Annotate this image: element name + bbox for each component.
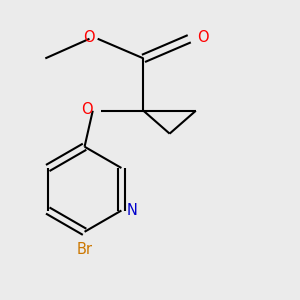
Text: O: O xyxy=(197,30,209,45)
Text: O: O xyxy=(83,30,94,45)
Text: Br: Br xyxy=(76,242,93,256)
Text: N: N xyxy=(126,203,137,218)
Text: O: O xyxy=(81,102,93,117)
